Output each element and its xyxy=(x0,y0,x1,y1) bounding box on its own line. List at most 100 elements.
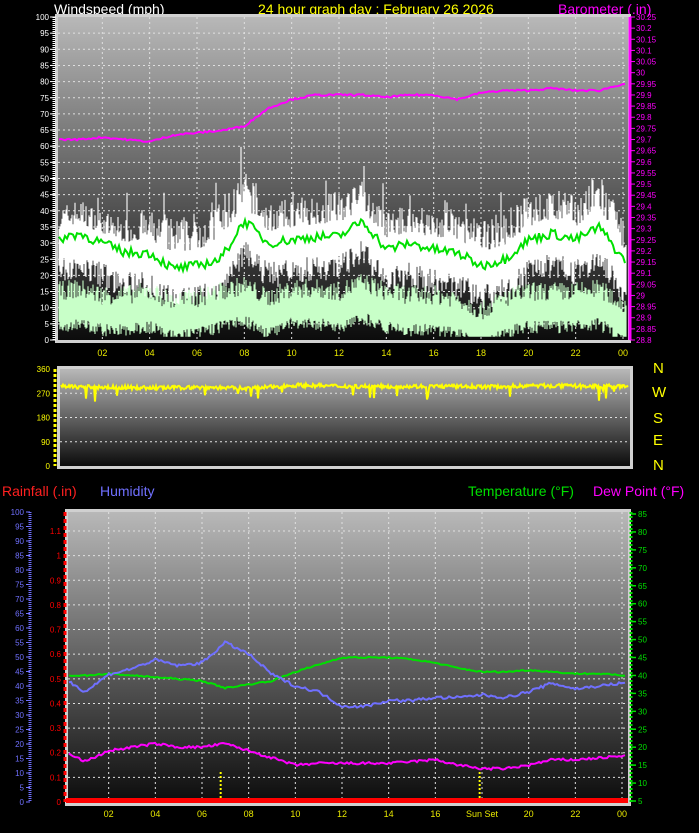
hour-tick-label: 10 xyxy=(290,809,300,819)
rainfall-tick-label: 0.6 xyxy=(50,650,62,659)
rainfall-tick-label: 0.1 xyxy=(50,773,62,782)
rainfall-tick-label: 0.4 xyxy=(50,699,62,708)
wind-average-series xyxy=(58,216,626,275)
humidity-tick-label: 30 xyxy=(15,711,24,720)
humidity-tick-label: 20 xyxy=(15,740,24,749)
temperature-tick-label: 60 xyxy=(638,600,647,609)
temperature-humidity-chart: 0510152025303540455055606570758085909510… xyxy=(11,508,648,819)
compass-label-n-top: N xyxy=(653,360,664,377)
direction-tick-label: 270 xyxy=(37,389,51,398)
humidity-tick-label: 35 xyxy=(15,697,24,706)
wind-direction-chart: 0 90 180 270 360 xyxy=(37,365,633,471)
windspeed-tick-label: 70 xyxy=(40,110,49,119)
rainfall-tick-label: 0.3 xyxy=(50,724,62,733)
temperature-series xyxy=(68,655,626,690)
humidity-tick-label: 15 xyxy=(15,755,24,764)
direction-series xyxy=(60,380,629,402)
barometer-tick-label: 29.65 xyxy=(636,147,657,156)
barometer-tick-label: 29 xyxy=(636,291,645,300)
compass-label-w: W xyxy=(652,384,667,401)
humidity-tick-label: 80 xyxy=(15,566,24,575)
dewpoint-legend: Dew Point (°F) xyxy=(593,483,685,499)
humidity-tick-label: 95 xyxy=(15,523,24,532)
barometer-tick-label: 30.15 xyxy=(636,35,657,44)
barometer-tick-label: 29.5 xyxy=(636,180,652,189)
barometer-tick-label: 29.3 xyxy=(636,225,652,234)
windspeed-tick-label: 35 xyxy=(40,223,49,232)
temperature-tick-label: 70 xyxy=(638,564,647,573)
windspeed-tick-label: 5 xyxy=(45,320,50,329)
windspeed-tick-label: 40 xyxy=(40,207,49,216)
windspeed-tick-label: 75 xyxy=(40,94,49,103)
hour-tick-label: 12 xyxy=(337,809,347,819)
windspeed-tick-label: 20 xyxy=(40,271,49,280)
temperature-tick-label: 30 xyxy=(638,707,647,716)
temperature-tick-label: 85 xyxy=(638,510,647,519)
humidity-tick-label: 45 xyxy=(15,668,24,677)
barometer-tick-label: 29.9 xyxy=(636,91,652,100)
humidity-tick-label: 0 xyxy=(20,798,25,807)
windspeed-axis-title: Windspeed (mph) xyxy=(54,1,165,17)
barometer-tick-label: 30.2 xyxy=(636,24,652,33)
barometer-tick-label: 29.55 xyxy=(636,169,657,178)
temperature-tick-label: 80 xyxy=(638,528,647,537)
windspeed-tick-label: 65 xyxy=(40,126,49,135)
temperature-tick-label: 40 xyxy=(638,671,647,680)
windspeed-tick-label: 90 xyxy=(40,45,49,54)
hour-tick-label: 10 xyxy=(287,348,297,358)
temperature-tick-label: 15 xyxy=(638,761,647,770)
hour-tick-label: 14 xyxy=(381,348,391,358)
temperature-tick-label: 50 xyxy=(638,636,647,645)
barometer-tick-label: 29.7 xyxy=(636,136,652,145)
wind-speed-series xyxy=(58,274,627,337)
barometer-tick-label: 28.95 xyxy=(636,303,657,312)
barometer-tick-label: 29.15 xyxy=(636,258,657,267)
rainfall-tick-label: 0 xyxy=(57,798,62,807)
humidity-tick-label: 50 xyxy=(15,653,24,662)
hour-tick-label: 06 xyxy=(192,348,202,358)
temperature-tick-label: 55 xyxy=(638,618,647,627)
barometer-tick-label: 29.4 xyxy=(636,202,652,211)
barometer-tick-label: 29.95 xyxy=(636,80,657,89)
barometer-tick-label: 29.05 xyxy=(636,280,657,289)
dewpoint-series xyxy=(68,741,626,772)
direction-tick-label: 180 xyxy=(37,414,51,423)
temperature-tick-label: 75 xyxy=(638,546,647,555)
hour-tick-label: 22 xyxy=(570,809,580,819)
barometer-tick-label: 29.2 xyxy=(636,247,652,256)
windspeed-tick-label: 15 xyxy=(40,288,49,297)
hour-tick-label: 00 xyxy=(618,348,628,358)
hour-tick-label: 02 xyxy=(104,809,114,819)
humidity-tick-label: 10 xyxy=(15,769,24,778)
barometer-tick-label: 29.75 xyxy=(636,124,657,133)
barometer-tick-label: 29.6 xyxy=(636,158,652,167)
hour-tick-label: 20 xyxy=(524,809,534,819)
temperature-tick-label: 20 xyxy=(638,743,647,752)
direction-tick-label: 0 xyxy=(46,462,51,471)
humidity-tick-label: 55 xyxy=(15,639,24,648)
humidity-tick-label: 40 xyxy=(15,682,24,691)
rainfall-tick-label: 0.7 xyxy=(50,626,62,635)
temperature-tick-label: 35 xyxy=(638,689,647,698)
windspeed-tick-label: 100 xyxy=(36,13,50,22)
barometer-tick-label: 29.35 xyxy=(636,213,657,222)
humidity-tick-label: 25 xyxy=(15,726,24,735)
humidity-tick-label: 90 xyxy=(15,537,24,546)
wind-gust-series xyxy=(58,146,627,312)
barometer-tick-label: 28.85 xyxy=(636,325,657,334)
humidity-tick-label: 5 xyxy=(20,784,25,793)
hour-tick-label: 20 xyxy=(523,348,533,358)
windspeed-tick-label: 80 xyxy=(40,78,49,87)
temperature-tick-label: 25 xyxy=(638,725,647,734)
hour-tick-label: 06 xyxy=(197,809,207,819)
barometer-tick-label: 28.9 xyxy=(636,314,652,323)
windspeed-tick-label: 95 xyxy=(40,29,49,38)
windspeed-tick-label: 50 xyxy=(40,175,49,184)
windspeed-tick-label: 0 xyxy=(45,336,50,345)
barometer-tick-label: 30 xyxy=(636,69,645,78)
barometer-tick-label: 29.1 xyxy=(636,269,652,278)
hour-tick-label: 16 xyxy=(429,348,439,358)
rainfall-tick-label: 0.2 xyxy=(50,749,62,758)
hour-tick-label: 16 xyxy=(430,809,440,819)
